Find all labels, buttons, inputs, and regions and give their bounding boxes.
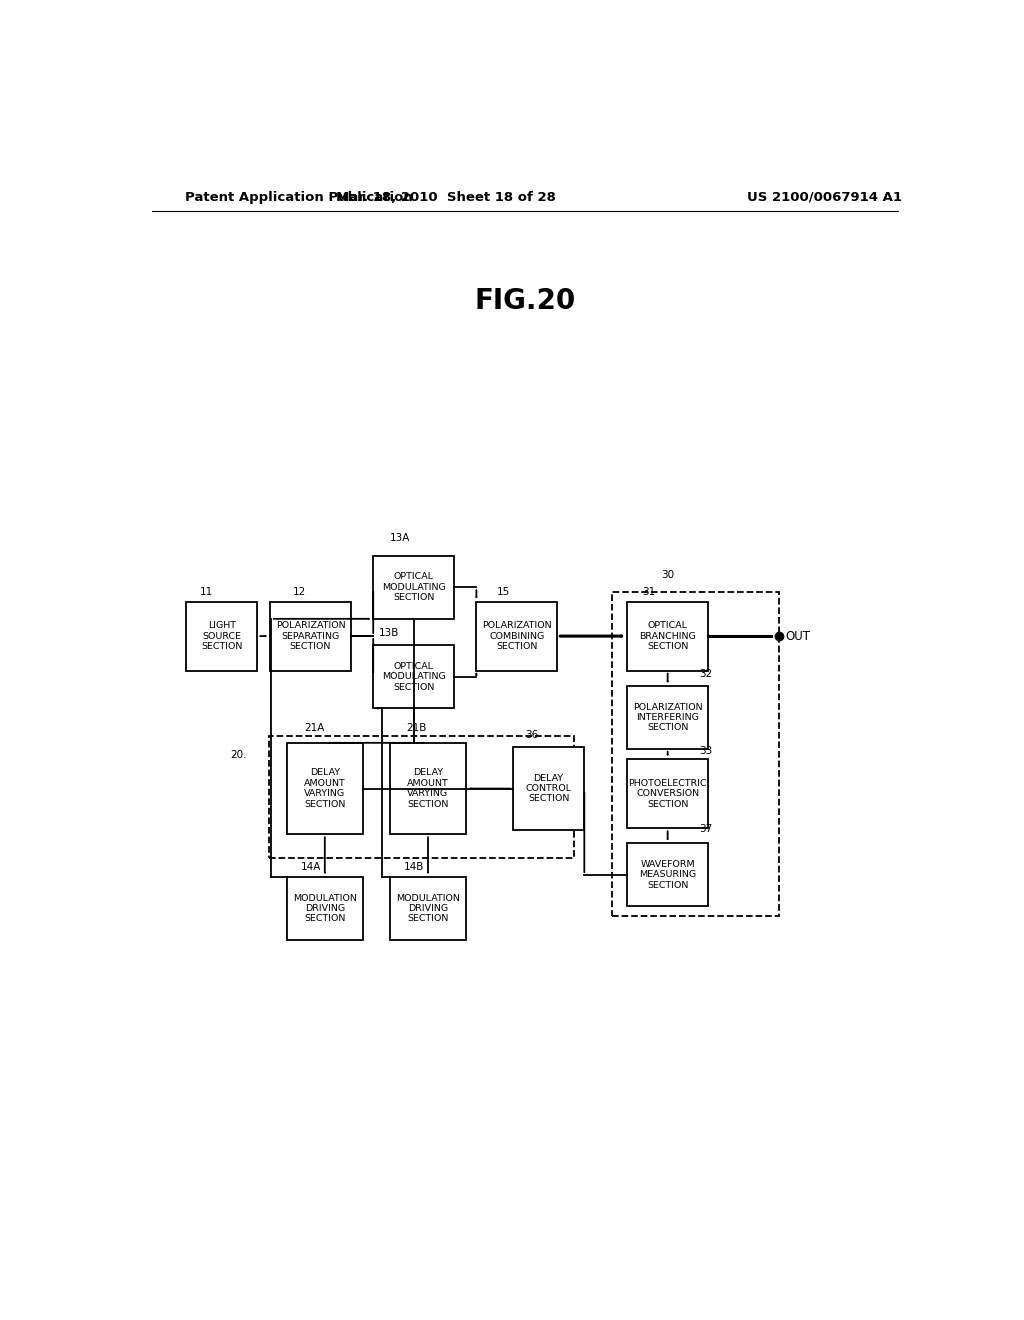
Text: 13B: 13B <box>379 628 399 638</box>
Text: DELAY
AMOUNT
VARYING
SECTION: DELAY AMOUNT VARYING SECTION <box>408 768 449 809</box>
Text: POLARIZATION
INTERFERING
SECTION: POLARIZATION INTERFERING SECTION <box>633 702 702 733</box>
Text: PHOTOELECTRIC
CONVERSION
SECTION: PHOTOELECTRIC CONVERSION SECTION <box>629 779 707 809</box>
Text: 14A: 14A <box>301 862 322 873</box>
Bar <box>627 602 709 671</box>
Text: FIG.20: FIG.20 <box>474 286 575 314</box>
Bar <box>627 843 709 907</box>
Text: 15: 15 <box>497 587 510 598</box>
Bar <box>513 747 585 830</box>
Bar <box>287 876 362 940</box>
Text: 37: 37 <box>699 824 713 834</box>
Bar <box>287 743 362 834</box>
Bar <box>373 556 455 619</box>
Text: 11: 11 <box>200 587 213 598</box>
Text: OPTICAL
MODULATING
SECTION: OPTICAL MODULATING SECTION <box>382 573 445 602</box>
Text: Mar. 18, 2010  Sheet 18 of 28: Mar. 18, 2010 Sheet 18 of 28 <box>336 190 555 203</box>
Bar <box>627 759 709 828</box>
Text: 12: 12 <box>293 587 306 598</box>
Text: OPTICAL
BRANCHING
SECTION: OPTICAL BRANCHING SECTION <box>639 622 696 651</box>
Text: 21A: 21A <box>304 722 325 733</box>
Text: WAVEFORM
MEASURING
SECTION: WAVEFORM MEASURING SECTION <box>639 861 696 890</box>
Bar <box>270 602 351 671</box>
Bar <box>390 743 466 834</box>
Text: MODULATION
DRIVING
SECTION: MODULATION DRIVING SECTION <box>293 894 356 924</box>
Text: OUT: OUT <box>785 630 810 643</box>
Text: 21B: 21B <box>406 722 426 733</box>
Text: 13A: 13A <box>390 532 411 543</box>
Bar <box>390 876 466 940</box>
Text: POLARIZATION
SEPARATING
SECTION: POLARIZATION SEPARATING SECTION <box>275 622 345 651</box>
Bar <box>373 645 455 709</box>
Text: DELAY
CONTROL
SECTION: DELAY CONTROL SECTION <box>525 774 571 804</box>
Text: 32: 32 <box>699 669 713 678</box>
Text: US 2100/0067914 A1: US 2100/0067914 A1 <box>748 190 902 203</box>
Text: DELAY
AMOUNT
VARYING
SECTION: DELAY AMOUNT VARYING SECTION <box>304 768 346 809</box>
Text: POLARIZATION
COMBINING
SECTION: POLARIZATION COMBINING SECTION <box>482 622 552 651</box>
Bar <box>627 686 709 748</box>
Bar <box>186 602 257 671</box>
Text: LIGHT
SOURCE
SECTION: LIGHT SOURCE SECTION <box>201 622 243 651</box>
Text: OPTICAL
MODULATING
SECTION: OPTICAL MODULATING SECTION <box>382 661 445 692</box>
Text: MODULATION
DRIVING
SECTION: MODULATION DRIVING SECTION <box>396 894 460 924</box>
Text: Patent Application Publication: Patent Application Publication <box>185 190 413 203</box>
Bar <box>612 593 778 916</box>
Text: 31: 31 <box>642 587 655 598</box>
Text: 20.: 20. <box>230 750 247 760</box>
Text: 30: 30 <box>662 570 674 581</box>
Bar <box>476 602 557 671</box>
Text: 14B: 14B <box>404 862 425 873</box>
Bar <box>269 735 574 858</box>
Text: 33: 33 <box>699 746 713 756</box>
Text: 36: 36 <box>524 730 538 739</box>
